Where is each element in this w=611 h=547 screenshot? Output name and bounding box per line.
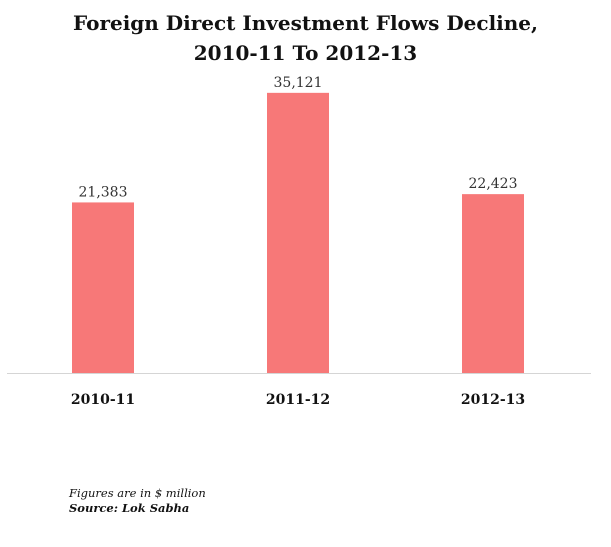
value-label-2010-11: 21,383 [79, 184, 128, 200]
chart-title-line-1: Foreign Direct Investment Flows Decline, [73, 11, 538, 35]
chart-title-line-2: 2010-11 To 2012-13 [193, 41, 418, 65]
chart-title: Foreign Direct Investment Flows Decline,… [0, 8, 611, 68]
category-label-2010-11: 2010-11 [71, 392, 135, 408]
bar-2010-11 [72, 202, 134, 373]
units-note: Figures are in $ million [69, 486, 206, 500]
value-label-2011-12: 35,121 [274, 75, 323, 91]
value-label-2012-13: 22,423 [469, 176, 518, 192]
category-label-2012-13: 2012-13 [461, 392, 525, 408]
source-note: Source: Lok Sabha [69, 501, 190, 515]
chart-notes: Figures are in $ million Source: Lok Sab… [69, 486, 206, 516]
bar-2011-12 [267, 92, 329, 374]
bar-2012-13 [462, 194, 524, 373]
category-label-2011-12: 2011-12 [266, 392, 330, 408]
